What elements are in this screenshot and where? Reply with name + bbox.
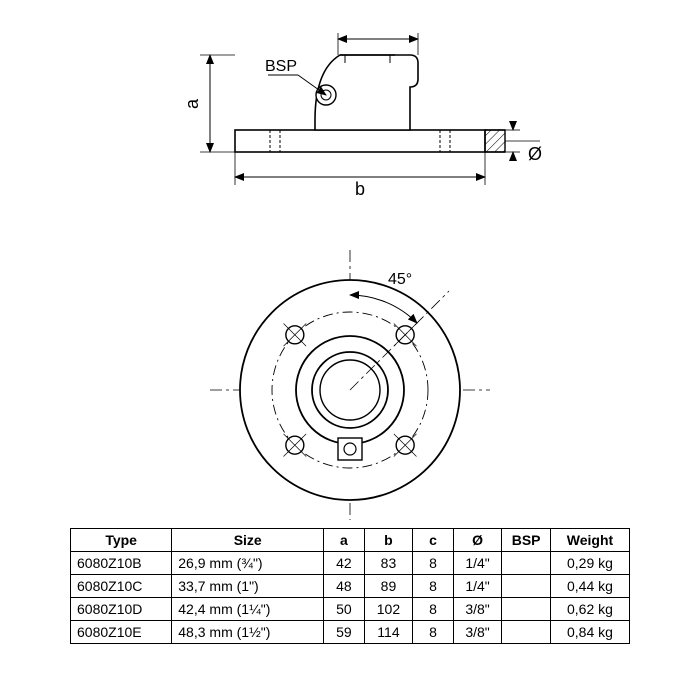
cell-b: 114 [364, 621, 413, 644]
cell-bsp [502, 621, 551, 644]
table-row: 6080Z10B26,9 mm (¾")428381/4" 0,29 kg [71, 552, 630, 575]
table-row: 6080Z10D42,4 mm (1¼")5010283/8" 0,62 kg [71, 598, 630, 621]
cell-b: 83 [364, 552, 413, 575]
cell-d: 3/8" [453, 621, 502, 644]
cell-type: 6080Z10B [71, 552, 172, 575]
table-row: 6080Z10E48,3 mm (1½")5911483/8" 0,84 kg [71, 621, 630, 644]
col-header-diameter: Ø [453, 529, 502, 552]
cell-a: 48 [324, 575, 365, 598]
page-canvas: a b Ø BSP [0, 0, 700, 700]
cell-type: 6080Z10C [71, 575, 172, 598]
cell-a: 42 [324, 552, 365, 575]
cell-w: 0,62 kg [550, 598, 629, 621]
col-header-size: Size [172, 529, 324, 552]
cell-bsp [502, 552, 551, 575]
cell-bsp [502, 598, 551, 621]
cell-c: 8 [413, 552, 454, 575]
cell-w: 0,29 kg [550, 552, 629, 575]
cell-size: 26,9 mm (¾") [172, 552, 324, 575]
cell-d: 1/4" [453, 575, 502, 598]
col-header-a: a [324, 529, 365, 552]
col-header-type: Type [71, 529, 172, 552]
cell-a: 50 [324, 598, 365, 621]
cell-w: 0,84 kg [550, 621, 629, 644]
cell-w: 0,44 kg [550, 575, 629, 598]
cell-size: 33,7 mm (1") [172, 575, 324, 598]
cell-b: 89 [364, 575, 413, 598]
side-elevation: a b Ø BSP [182, 33, 542, 199]
plan-view: 45° [210, 250, 490, 520]
cell-type: 6080Z10D [71, 598, 172, 621]
cell-c: 8 [413, 598, 454, 621]
dim-label-diameter: Ø [528, 144, 542, 164]
angle-label: 45° [388, 271, 412, 288]
table-header-row: Type Size a b c Ø BSP Weight [71, 529, 630, 552]
col-header-weight: Weight [550, 529, 629, 552]
drawing-svg: a b Ø BSP [70, 20, 630, 520]
dim-label-b: b [355, 179, 365, 199]
col-header-bsp: BSP [502, 529, 551, 552]
spec-table: Type Size a b c Ø BSP Weight 6080Z10B26,… [70, 528, 630, 644]
cell-bsp [502, 575, 551, 598]
cell-size: 42,4 mm (1¼") [172, 598, 324, 621]
cell-d: 3/8" [453, 598, 502, 621]
cell-b: 102 [364, 598, 413, 621]
cell-c: 8 [413, 575, 454, 598]
col-header-b: b [364, 529, 413, 552]
col-header-c: c [413, 529, 454, 552]
technical-drawing: a b Ø BSP [70, 20, 630, 520]
cell-type: 6080Z10E [71, 621, 172, 644]
cell-size: 48,3 mm (1½") [172, 621, 324, 644]
table-row: 6080Z10C33,7 mm (1")488981/4" 0,44 kg [71, 575, 630, 598]
dim-label-a: a [182, 98, 202, 109]
cell-c: 8 [413, 621, 454, 644]
cell-a: 59 [324, 621, 365, 644]
bsp-label: BSP [265, 58, 297, 75]
cell-d: 1/4" [453, 552, 502, 575]
